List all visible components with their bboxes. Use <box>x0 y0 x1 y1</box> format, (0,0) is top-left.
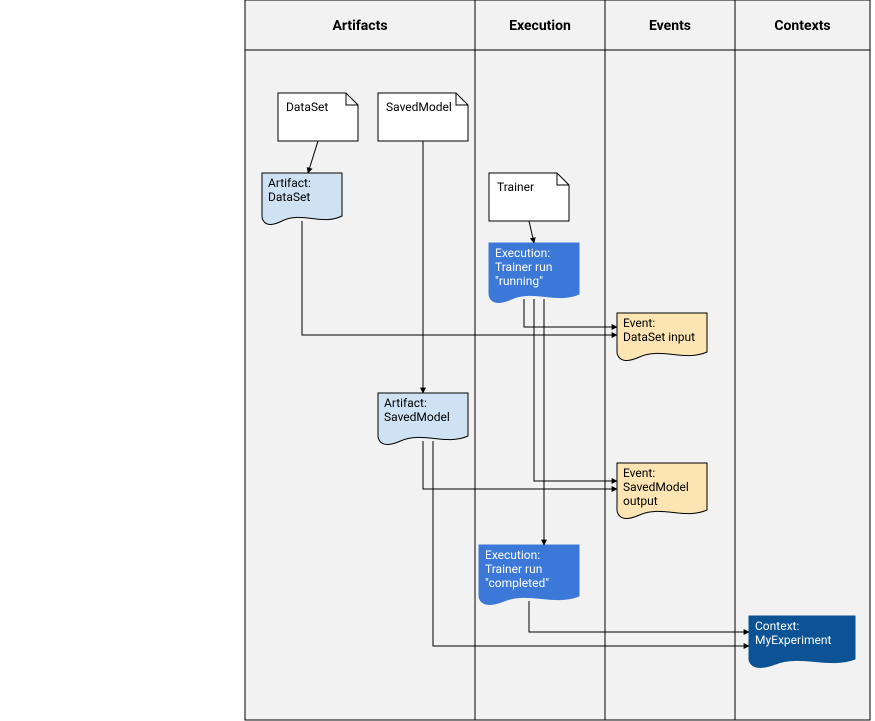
document-label: Trainer <box>497 180 534 194</box>
artifact-label: SavedModel <box>384 410 450 424</box>
column-header-execution: Execution <box>509 18 571 34</box>
execution-label: "completed" <box>485 576 549 590</box>
event-node-evt_sm_output: Event:SavedModeloutput <box>617 463 707 518</box>
artifact-label: Artifact: <box>268 176 311 190</box>
document-label: DataSet <box>286 100 328 114</box>
column-header-events: Events <box>649 18 691 34</box>
context-node-ctx_experiment: Context:MyExperiment <box>749 616 855 667</box>
document-node-doc_dataset: DataSet <box>278 93 358 141</box>
context-label: MyExperiment <box>755 633 832 647</box>
execution-label: Execution: <box>495 246 550 260</box>
artifact-node-art_savedmodel: Artifact:SavedModel <box>378 393 468 444</box>
event-node-evt_ds_input: Event:DataSet input <box>617 313 707 360</box>
artifact-label: DataSet <box>268 190 310 204</box>
execution-label: Execution: <box>485 548 540 562</box>
execution-label: Trainer run <box>485 562 542 576</box>
document-node-doc_trainer: Trainer <box>489 173 569 221</box>
document-node-doc_savedmodel: SavedModel <box>378 93 468 141</box>
column-header-contexts: Contexts <box>774 18 830 34</box>
artifact-node-art_dataset: Artifact:DataSet <box>262 173 342 224</box>
execution-label: "running" <box>495 274 543 288</box>
execution-label: Trainer run <box>495 260 552 274</box>
execution-node-exec_running: Execution:Trainer run"running" <box>489 243 579 302</box>
event-label: output <box>623 494 658 508</box>
document-label: SavedModel <box>386 100 452 114</box>
artifact-label: Artifact: <box>384 396 427 410</box>
execution-node-exec_completed: Execution:Trainer run"completed" <box>479 545 579 604</box>
diagram-stage: Artifacts Execution Events Contexts DataSet S… <box>0 0 875 721</box>
event-label: SavedModel <box>623 480 689 494</box>
event-label: Event: <box>623 466 655 480</box>
event-label: DataSet input <box>623 330 695 344</box>
event-label: Event: <box>623 316 655 330</box>
diagram-svg: Artifacts Execution Events Contexts DataSet S… <box>0 0 875 721</box>
context-label: Context: <box>755 619 799 633</box>
column-header-artifacts: Artifacts <box>332 18 387 34</box>
